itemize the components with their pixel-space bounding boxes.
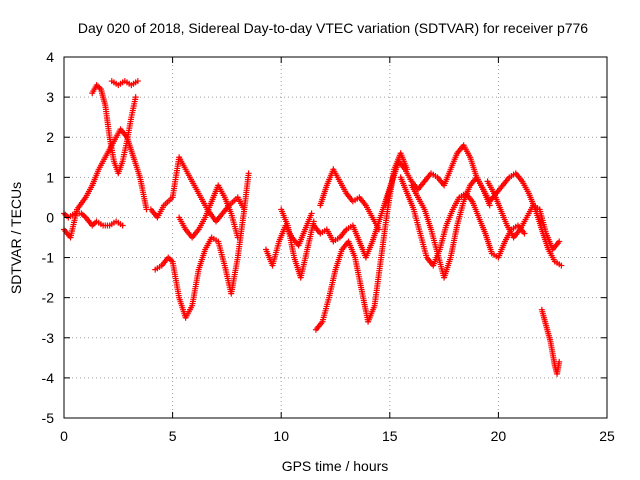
y-tick-label: -1: [42, 250, 55, 266]
x-tick-label: 25: [599, 428, 615, 444]
y-tick-label: 2: [46, 129, 54, 145]
y-tick-label: 0: [46, 209, 54, 225]
x-axis-label: GPS time / hours: [282, 458, 389, 474]
y-tick-label: -3: [42, 330, 55, 346]
y-tick-label: -2: [42, 290, 55, 306]
data-point: [234, 234, 241, 241]
plot-frame: [63, 56, 608, 419]
data-point: [241, 206, 248, 213]
y-tick-label: -4: [42, 370, 55, 386]
y-tick-label: 4: [46, 49, 54, 65]
chart-title: Day 020 of 2018, Sidereal Day-to-day VTE…: [78, 20, 588, 36]
y-tick-label: 3: [46, 89, 54, 105]
data-point: [521, 230, 528, 237]
data-points: [61, 78, 565, 377]
data-point: [119, 222, 126, 229]
data-point: [375, 226, 382, 233]
data-point: [245, 170, 252, 177]
y-axis-label: SDTVAR / TECUs: [8, 182, 24, 294]
data-point: [486, 202, 493, 209]
y-tick-label: -5: [42, 410, 55, 426]
x-tick-label: 5: [169, 428, 177, 444]
x-tick-label: 20: [491, 428, 507, 444]
data-point: [132, 94, 139, 101]
x-tick-label: 10: [273, 428, 289, 444]
x-tick-label: 0: [60, 428, 68, 444]
data-point: [556, 238, 563, 245]
data-point: [134, 78, 141, 85]
axis-ticks: -5 -4 -3 -2 -1 0 1 2 3 4 0 5 10 15 20 25: [42, 49, 615, 444]
data-point: [308, 210, 315, 217]
data-point: [556, 358, 563, 365]
x-tick-label: 15: [382, 428, 398, 444]
y-tick-label: 1: [46, 169, 54, 185]
data-point: [558, 262, 565, 269]
